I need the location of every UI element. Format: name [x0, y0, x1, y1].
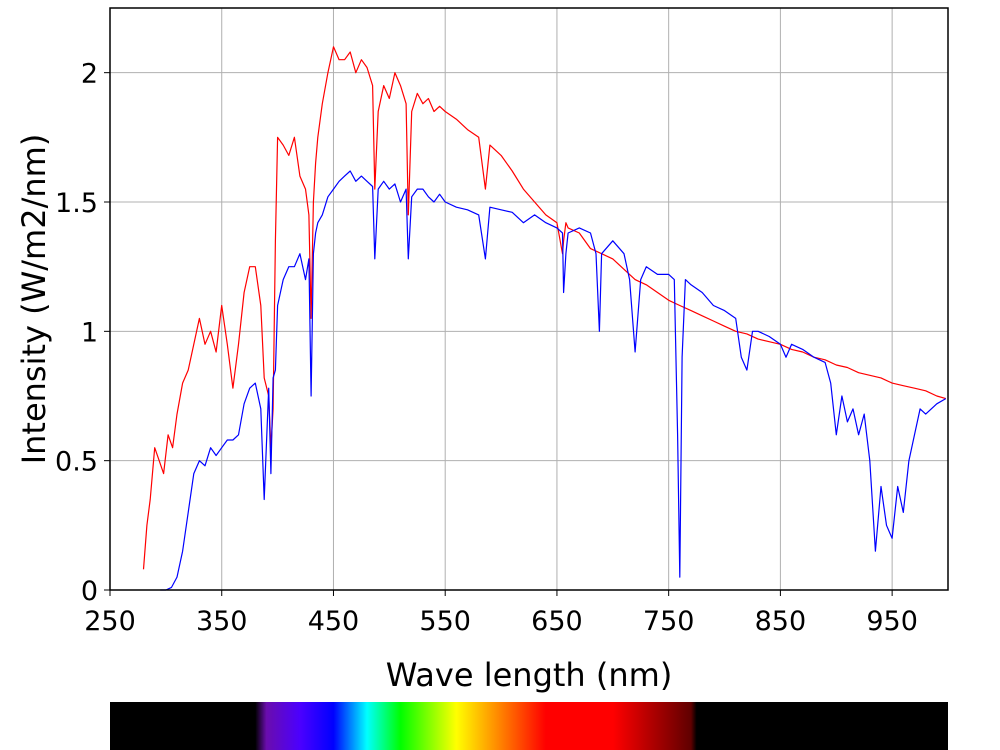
plot-frame	[109, 7, 949, 591]
grid	[109, 8, 948, 591]
y-axis-ticks: 0 0.5 1 1.5 2	[55, 59, 110, 607]
y-tick-label: 2	[81, 59, 98, 90]
x-tick-label: 550	[419, 606, 471, 637]
y-tick-label: 1	[81, 317, 98, 348]
x-tick-label: 450	[308, 606, 360, 637]
y-tick-label: 0	[81, 576, 98, 607]
y-tick-label: 1.5	[55, 188, 98, 219]
x-tick-label: 350	[196, 606, 248, 637]
x-tick-label: 850	[755, 606, 807, 637]
x-tick-label: 650	[531, 606, 583, 637]
series-layer	[142, 46, 947, 591]
x-tick-label: 250	[84, 606, 136, 637]
x-tick-label: 950	[866, 606, 918, 637]
y-tick-label: 0.5	[55, 447, 98, 478]
x-axis-label: Wave length (nm)	[386, 656, 673, 694]
y-axis-label: Intensity (W/m2/nm)	[15, 134, 53, 465]
series-line-2	[160, 170, 947, 591]
x-tick-label: 750	[643, 606, 695, 637]
visible-spectrum-bar	[110, 702, 948, 750]
x-axis-ticks: 250 350 450 550 650 750 850 950	[84, 590, 918, 637]
